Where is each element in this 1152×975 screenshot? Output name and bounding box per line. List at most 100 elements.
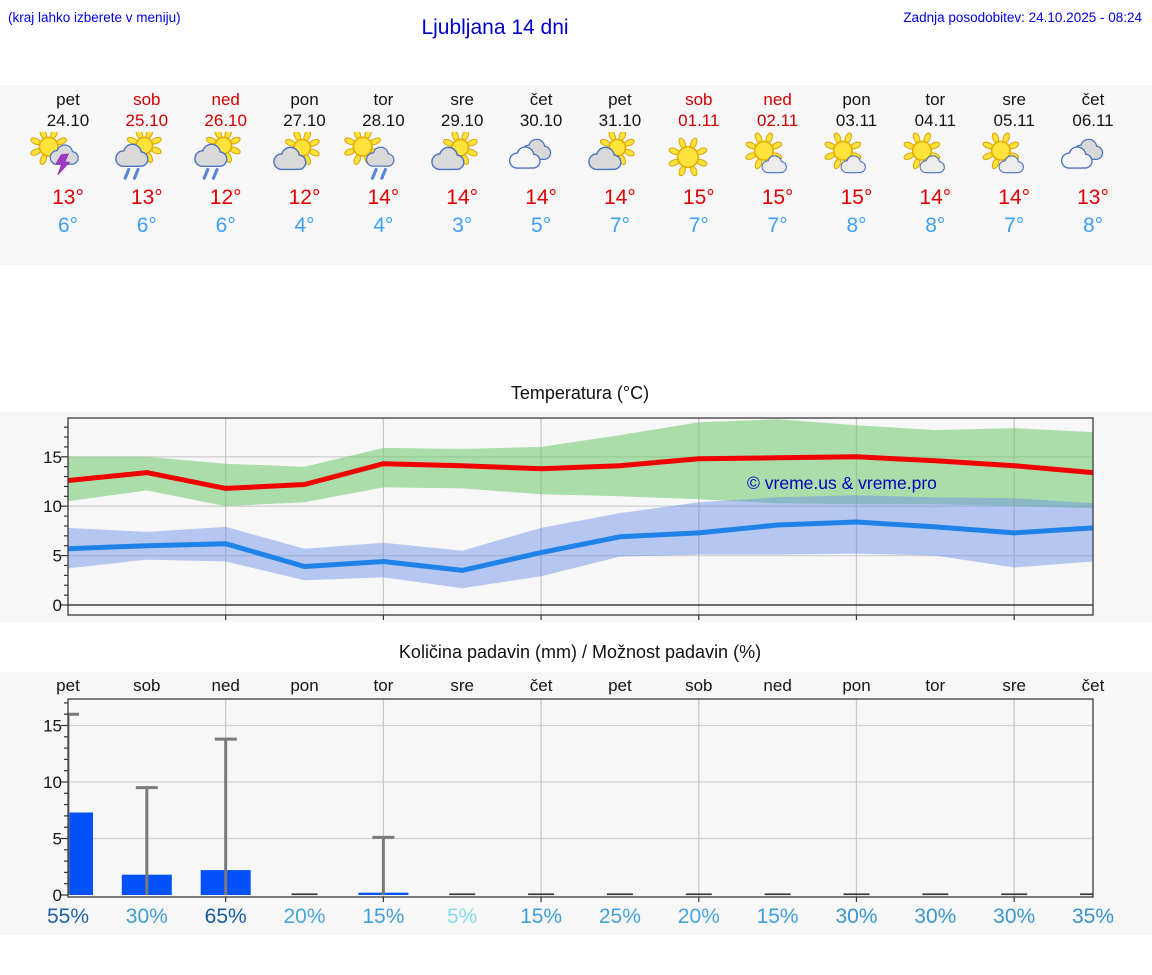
day-name: ned	[211, 90, 240, 109]
day-date: 26.10	[204, 111, 247, 130]
weather-icon-wrap	[1054, 132, 1133, 184]
day-name: čet	[1081, 90, 1105, 109]
precip-zero-mark	[528, 893, 555, 896]
precip-zero-mark	[1080, 893, 1093, 896]
weather-icon-wrap	[896, 132, 975, 184]
precip-probability: 65%	[204, 905, 247, 928]
max-temperature: 13°	[52, 186, 84, 209]
weather-icon-wrap	[265, 132, 344, 184]
sun_cloud_rain-icon	[344, 132, 395, 180]
day-name: sre	[1002, 90, 1026, 109]
precip-day-label: sre	[1002, 676, 1026, 695]
day-column-9: ned 02.11 15° 7°	[738, 89, 817, 263]
day-name: pet	[56, 90, 80, 109]
precip-probability: 30%	[835, 905, 878, 928]
precip-probability: 25%	[598, 905, 641, 928]
precip-day-label: pon	[842, 676, 871, 695]
sun-icon	[669, 137, 708, 177]
day-date: 01.11	[678, 111, 720, 130]
day-column-10: pon 03.11 15° 8°	[817, 89, 896, 263]
day-date: 04.11	[914, 111, 956, 130]
sun_smallcloud-icon	[982, 132, 1024, 174]
day-column-5: sre 29.10 14° 3°	[423, 89, 502, 263]
weather-icon-wrap	[29, 132, 108, 184]
min-temperature: 8°	[846, 214, 867, 237]
precip-y-tick-label: 15	[43, 717, 62, 736]
precip-day-label: tor	[373, 676, 394, 695]
day-date: 24.10	[46, 111, 90, 130]
precip-probability: 15%	[520, 905, 563, 928]
max-temperature: 15°	[761, 186, 794, 209]
precip-y-tick-label: 0	[53, 886, 62, 905]
max-temperature: 12°	[288, 186, 321, 209]
cloud_sun-icon	[588, 132, 636, 171]
day-column-11: tor 04.11 14° 8°	[896, 89, 975, 263]
day-name: sob	[685, 90, 713, 109]
clouds-icon	[508, 138, 551, 169]
day-date: 02.11	[756, 111, 799, 130]
day-date: 03.11	[835, 111, 878, 130]
temperature-chart-title: Temperatura (°C)	[510, 383, 650, 403]
sun_smallcloud-icon	[745, 132, 788, 174]
forecast-strip: pet 24.10 13° 6° sob 25.10 13° 6° ned 26…	[0, 85, 1152, 265]
weather-icon-wrap	[344, 132, 423, 184]
precip-chart: 0 5 10 15	[0, 695, 1152, 910]
precip-y-tick-label: 10	[43, 773, 62, 792]
min-temperature: 7°	[609, 214, 630, 237]
day-column-4: tor 28.10 14° 4°	[344, 89, 423, 263]
max-temperature: 12°	[209, 186, 242, 209]
weather-icon-wrap	[659, 132, 738, 184]
precip-whisker	[135, 786, 158, 895]
temperature-chart: © vreme.us & vreme.pro 0 5 10 15	[0, 410, 1152, 625]
precip-zero-mark	[1001, 893, 1028, 896]
watermark-text: © vreme.us & vreme.pro	[747, 473, 937, 493]
precip-whisker	[372, 835, 395, 895]
day-name: sre	[450, 90, 474, 109]
day-name: pon	[842, 90, 871, 109]
precip-bars	[68, 712, 1093, 896]
min-temp-line	[68, 519, 1093, 573]
max-temperature: 14°	[998, 186, 1031, 209]
precip-probability: 5%	[447, 905, 478, 928]
menu-hint-link[interactable]: (kraj lahko izberete v meniju)	[8, 10, 181, 25]
temp-y-tick-label: 0	[53, 596, 62, 615]
precip-probability: 30%	[125, 905, 168, 928]
day-column-6: čet 30.10 14° 5°	[502, 89, 581, 263]
temp-y-tick-label: 15	[43, 448, 62, 467]
day-column-7: pet 31.10 14° 7°	[580, 89, 659, 263]
precip-zero-mark	[764, 893, 791, 896]
max-temperature: 14°	[604, 186, 636, 209]
precip-day-label: pet	[608, 676, 632, 695]
min-temperature: 6°	[136, 214, 157, 237]
precip-probability: 55%	[46, 905, 90, 928]
precip-probability: 35%	[1071, 905, 1115, 928]
precip-day-label: sre	[450, 676, 474, 695]
precip-day-label: pet	[56, 676, 80, 695]
temp-y-tick-label: 10	[43, 497, 62, 516]
precip-probability: 15%	[362, 905, 405, 928]
precip-zero-mark	[843, 893, 870, 896]
clouds-icon	[1060, 138, 1103, 169]
precip-probability: 15%	[756, 905, 799, 928]
precip-day-label: čet	[529, 676, 553, 695]
day-column-0: pet 24.10 13° 6°	[29, 89, 108, 263]
cloud_sun-icon	[430, 132, 478, 171]
min-temperature: 6°	[215, 214, 236, 237]
min-temperature: 7°	[688, 214, 709, 237]
min-temperature: 8°	[925, 214, 946, 237]
thunder-icon	[29, 132, 79, 175]
max-temperature: 15°	[682, 186, 715, 209]
day-date: 06.11	[1072, 111, 1114, 130]
min-temperature: 7°	[767, 214, 788, 237]
precip-probability: 20%	[677, 905, 720, 928]
precip-day-label: sob	[133, 676, 161, 695]
day-date: 05.11	[993, 111, 1035, 130]
day-column-2: ned 26.10 12° 6°	[186, 89, 265, 263]
max-temperature: 13°	[130, 186, 163, 209]
day-date: 28.10	[362, 111, 405, 130]
day-date: 29.10	[440, 111, 484, 130]
min-temperature: 3°	[452, 214, 473, 237]
day-name: tor	[373, 90, 394, 109]
weather-icon-wrap	[502, 132, 581, 184]
precip-zero-mark	[922, 893, 949, 896]
